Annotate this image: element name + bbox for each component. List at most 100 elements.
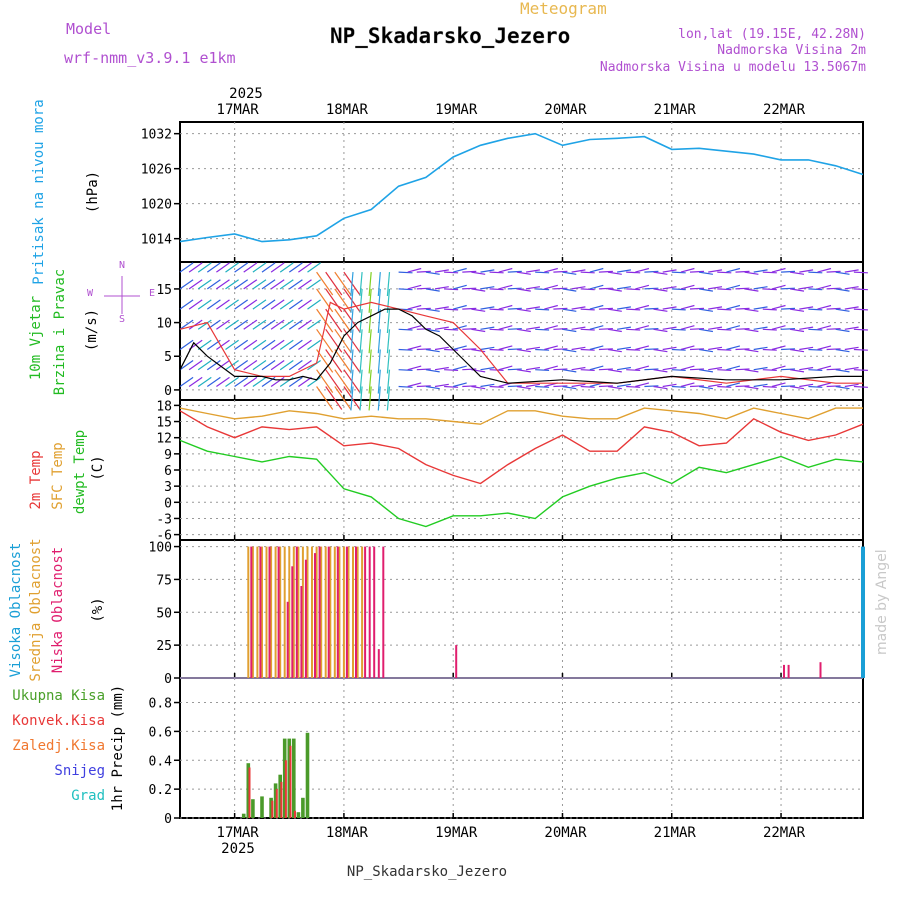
wind-arrow [617,346,631,351]
compass-letter: N [119,260,125,271]
wind-arrow [826,385,841,388]
wind-arrow [771,382,786,388]
cloud-bar [329,546,332,678]
wind-arrow [653,271,668,275]
wind-arrow [671,288,686,291]
wind-arrow [471,308,486,312]
wind-arrow [489,308,504,311]
wind-arrow [535,328,550,331]
wind-arrow [617,366,631,371]
wind-arrow [553,368,568,371]
ytick-label-precip: 0.4 [149,754,173,769]
wind-arrow [635,382,650,388]
wind-arrow [689,270,705,273]
wind-arrow [799,346,814,351]
wind-arrow [216,360,230,371]
cloud-bar [283,546,286,678]
wind-arrow [717,271,732,274]
wind-arrow [544,325,558,330]
wind-arrow [334,308,352,333]
wind-arrow [699,271,713,275]
year-top: 2025 [229,86,263,102]
wind-arrow [835,271,850,275]
ylabel-wind-2: Brzina i Pravac [52,269,68,395]
wind-arrow [288,279,303,290]
wind-arrow [471,271,486,275]
wind-arrow [589,304,604,310]
wind-arrow [771,325,786,330]
wind-arrow [316,288,334,313]
wind-arrow [726,365,741,371]
wind-arrow [471,328,486,333]
ytick-label-temperature: 0 [164,496,172,511]
wind-arrow [571,366,586,371]
wind-arrow [780,328,796,330]
wind-arrow [853,369,868,371]
wind-arrow [434,269,449,273]
wind-arrow [717,328,732,331]
wind-arrow [526,366,540,371]
wind-arrow [261,279,276,290]
wind-arrow [562,328,577,333]
wind-arrow [717,348,732,351]
wind-arrow [653,385,668,390]
wind-arrow [225,279,239,290]
wind-arrow [799,269,814,273]
wind-arrow [762,348,777,351]
wind-arrow [279,339,294,350]
wind-arrow [307,279,321,290]
wind-arrow [753,346,768,351]
wind-arrow [790,271,805,275]
wind-arrow [407,284,422,290]
wind-arrow [526,306,540,310]
wind-arrow [771,365,786,371]
wind-arrow [407,304,422,310]
pressure-line [179,132,864,243]
wind-arrow [580,308,595,311]
precip-bar [273,783,278,818]
cloud-bar [315,546,318,678]
wind-arrow [261,339,276,350]
wind-arrow [826,328,841,330]
precip-bar [241,813,246,818]
x-label-top: 20MAR [544,102,587,118]
wind-arrow [626,348,641,351]
cloud-bar [279,546,282,678]
wind-arrow [744,369,759,373]
wind-arrow [835,369,850,373]
wind-arrow [553,328,568,330]
wind-arrow [197,376,212,387]
wind-arrow [671,348,686,351]
wind-arrow [368,386,372,411]
wind-arrow [808,385,823,388]
wind-arrow [535,348,550,351]
compass-letter: W [87,288,94,299]
wind-arrow [434,326,449,330]
wind-arrow [835,288,850,292]
wind-arrow [662,346,677,351]
cloud-bar [324,546,327,678]
wind-arrow [197,279,212,290]
wind-arrow [617,306,631,310]
cloud-bar [382,546,385,678]
x-label-bottom: 19MAR [435,825,478,841]
wind-arrow [334,386,352,410]
wind-arrow [444,328,459,331]
credit-label: made by Angel [874,549,890,655]
wind-arrow [359,386,363,411]
wind-arrow [607,369,622,373]
wind-arrow [598,368,613,371]
wind-arrow [780,348,796,351]
wind-arrow [580,288,595,291]
wind-arrow [516,369,531,373]
wind-arrow [498,304,513,310]
wind-arrow [771,304,786,310]
ylabel-2mtemp: 2m Temp [28,450,44,509]
wind-arrow [307,319,321,330]
wind-arrow [453,382,467,388]
cloud-bar [270,546,273,678]
wind-arrow [580,369,595,371]
ytick-label-temperature: 15 [156,416,172,431]
wind-arrow [316,308,334,333]
wind-arrow [216,299,230,310]
